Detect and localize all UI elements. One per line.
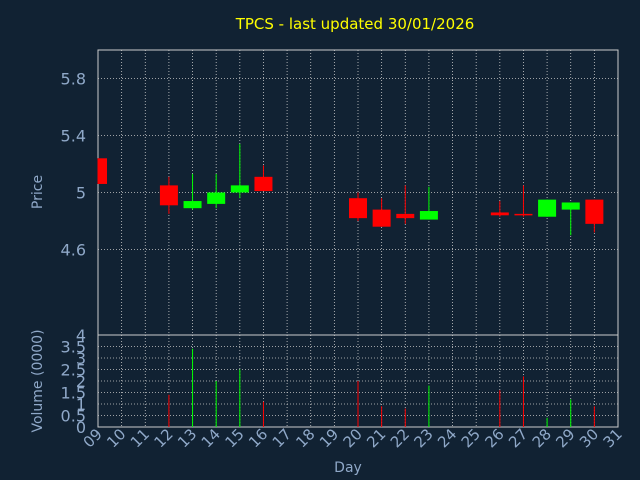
x-axis: 0910111213141516171819202122232425262728… bbox=[80, 425, 626, 451]
x-tick-label: 25 bbox=[458, 425, 484, 451]
candle-body bbox=[98, 158, 107, 184]
volume-panel: 00.511.522.533.5 bbox=[61, 334, 619, 437]
chart-title: TPCS - last updated 30/01/2026 bbox=[235, 15, 475, 33]
candle-body bbox=[183, 201, 202, 209]
x-tick-label: 29 bbox=[552, 425, 578, 451]
x-tick-label: 20 bbox=[340, 425, 366, 451]
x-tick-label: 15 bbox=[221, 425, 247, 451]
price-tick-label: 4.6 bbox=[61, 241, 86, 260]
volume-tick-label: 1.5 bbox=[61, 384, 86, 403]
candle-body bbox=[372, 209, 391, 227]
x-tick-label: 24 bbox=[434, 425, 460, 451]
candle-body bbox=[585, 199, 604, 224]
candle-body bbox=[561, 202, 580, 210]
x-tick-label: 13 bbox=[174, 425, 200, 451]
x-tick-label: 22 bbox=[387, 425, 413, 451]
x-tick-label: 12 bbox=[151, 425, 177, 451]
x-tick-label: 23 bbox=[411, 425, 437, 451]
candle-body bbox=[230, 185, 249, 193]
volume-tick-label: 0.5 bbox=[61, 407, 86, 426]
x-axis-label: Day bbox=[334, 460, 362, 476]
x-tick-label: 11 bbox=[127, 425, 153, 451]
price-tick-label: 5.4 bbox=[61, 127, 86, 146]
volume-tick-label: 1 bbox=[76, 395, 86, 414]
volume-axis-label: Volume (0000) bbox=[30, 329, 46, 432]
x-tick-label: 10 bbox=[103, 425, 129, 451]
x-tick-label: 30 bbox=[576, 425, 602, 451]
x-tick-label: 16 bbox=[245, 425, 271, 451]
x-tick-label: 28 bbox=[529, 425, 555, 451]
x-tick-label: 21 bbox=[363, 425, 389, 451]
volume-tick-label: 3 bbox=[76, 349, 86, 368]
x-tick-label: 19 bbox=[316, 425, 342, 451]
price-tick-label: 5.8 bbox=[61, 70, 86, 89]
candle-body bbox=[159, 185, 178, 206]
candle-body bbox=[396, 213, 415, 219]
price-tick-label: 5 bbox=[76, 184, 86, 203]
candle-body bbox=[254, 176, 273, 192]
candle-body bbox=[207, 192, 226, 204]
x-tick-label: 27 bbox=[505, 425, 531, 451]
candle-body bbox=[419, 211, 438, 220]
candle-body bbox=[490, 212, 509, 216]
candle-body bbox=[349, 198, 367, 219]
x-tick-label: 26 bbox=[481, 425, 507, 451]
volume-tick-label: 2.5 bbox=[61, 361, 86, 380]
price-tick-label: 4 bbox=[76, 326, 86, 345]
candle-body bbox=[538, 199, 557, 217]
x-tick-label: 31 bbox=[600, 425, 626, 451]
volume-tick-label: 0 bbox=[76, 418, 86, 437]
price-axis-label: Price bbox=[30, 175, 46, 209]
candle-body bbox=[514, 213, 533, 216]
volume-tick-label: 2 bbox=[76, 372, 86, 391]
x-tick-label: 18 bbox=[292, 425, 318, 451]
x-tick-label: 17 bbox=[269, 425, 295, 451]
volume-tick-label: 3.5 bbox=[61, 338, 86, 357]
x-tick-label: 14 bbox=[198, 425, 224, 451]
price-panel: 4 4.6 5 5.4 5.8 bbox=[61, 49, 619, 345]
